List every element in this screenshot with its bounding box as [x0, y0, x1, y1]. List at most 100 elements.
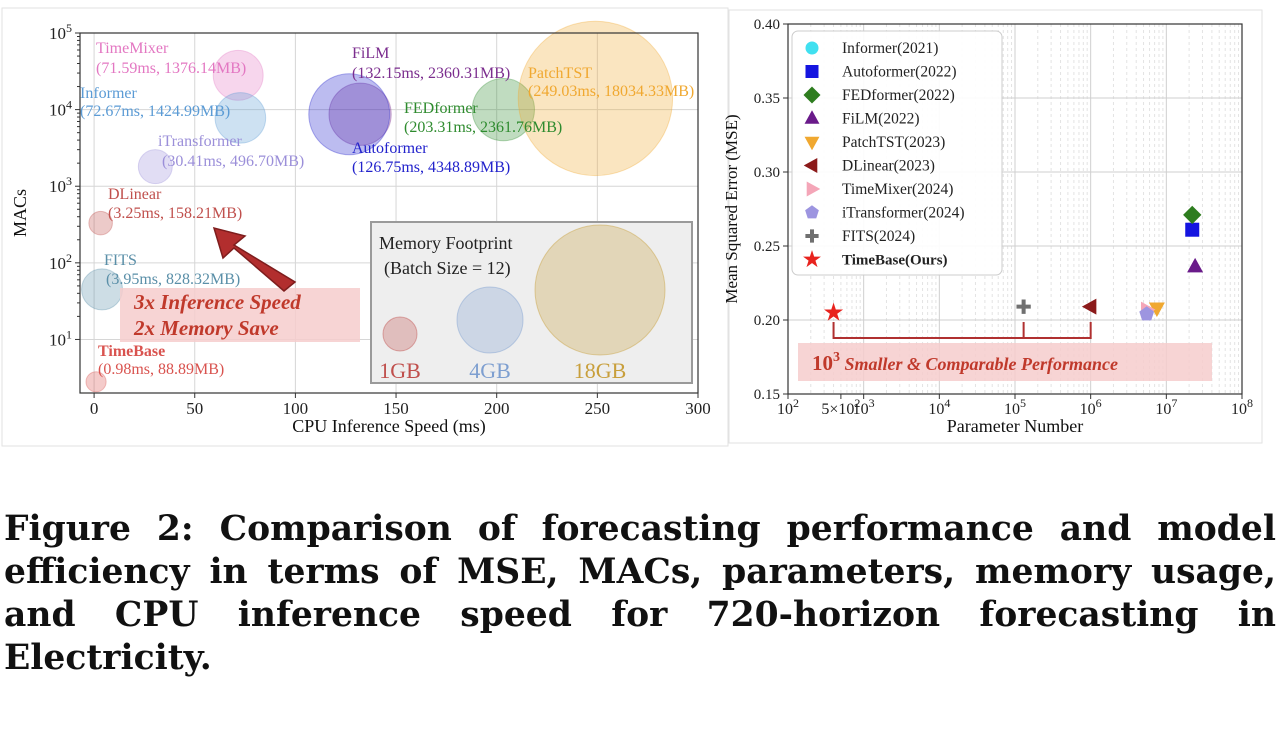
- legend-entry-informer-2021: Informer(2021): [842, 40, 938, 57]
- bubble-informer: [214, 92, 267, 144]
- memory-legend-label-4gb: 4GB: [469, 358, 511, 383]
- bubble-timemixer: [212, 49, 264, 101]
- memory-legend-subtitle: (Batch Size = 12): [384, 258, 511, 279]
- point-timebase-ours: [823, 302, 844, 321]
- bubble-name-itransformer: iTransformer: [158, 133, 243, 150]
- y-axis-label: MACs: [10, 189, 30, 237]
- legend-entry-film-2022: FiLM(2022): [842, 111, 920, 128]
- legend-entry-itransformer-2024: iTransformer(2024): [842, 205, 965, 222]
- memory-legend-circle-4gb: [456, 286, 524, 354]
- x-tick-label: 104: [928, 396, 950, 418]
- legend-marker-patchtst-2023: [804, 136, 820, 151]
- memory-legend-box: [370, 221, 693, 384]
- figure-caption: Figure 2: Comparison of forecasting perf…: [4, 509, 1276, 678]
- x-tick-label: 102: [777, 396, 799, 418]
- legend-marker-itransformer-2024: [805, 205, 819, 219]
- x-tick-label: 150: [383, 399, 409, 418]
- bubble-label-timebase: (0.98ms, 88.89MB): [98, 361, 224, 378]
- bubble-name-fits: FITS: [104, 252, 137, 269]
- bubble-chart-macs-vs-speed: TimeMixer (71.59ms, 1376.14MB) Informer(72…: [1, 7, 729, 447]
- memory-legend-circle-1gb: [382, 316, 418, 352]
- bubble-label-film: (132.15ms, 2360.31MB): [352, 65, 510, 82]
- bubble-label-fedformer: (203.31ms, 2361.76MB): [404, 119, 562, 136]
- y-tick-label: 0.15: [754, 387, 780, 403]
- y-tick-label: 0.35: [754, 91, 780, 107]
- y-tick-label: 0.40: [754, 17, 780, 33]
- x-tick-label: 100: [283, 399, 309, 418]
- bubble-name-fedformer: FEDformer: [404, 100, 478, 117]
- x-tick-label: 105: [1004, 396, 1026, 418]
- y-axis-label: Mean Squared Error (MSE): [722, 114, 741, 303]
- annotation-text: 103 Smaller & Comparable Performance: [812, 350, 1118, 375]
- legend-entry-autoformer-2022: Autoformer(2022): [842, 64, 957, 81]
- memory-legend-label-18gb: 18GB: [574, 358, 627, 383]
- point-fits-2024: [1016, 299, 1031, 314]
- y-tick-label: 0.20: [754, 313, 780, 329]
- bubble-dlinear: [88, 210, 113, 236]
- annotation-bracket: [832, 322, 1092, 339]
- x-tick-label: 5×102: [821, 396, 860, 418]
- bubble-itransformer: [137, 149, 173, 185]
- bubble-name-dlinear: DLinear: [108, 186, 162, 203]
- bubble-name-film: FiLM: [352, 45, 389, 62]
- y-tick-label: 104: [49, 98, 72, 120]
- legend-entry-timebase-ours: TimeBase(Ours): [842, 253, 948, 269]
- bubble-film: [328, 82, 392, 146]
- x-tick-label: 50: [186, 399, 203, 418]
- bubble-label-timemixer: (71.59ms, 1376.14MB): [96, 60, 246, 77]
- bubble-label-fits: (3.95ms, 828.32MB): [106, 271, 240, 288]
- y-tick-label: 101: [49, 327, 72, 349]
- bubble-timebase: [85, 371, 107, 393]
- x-tick-label: 300: [685, 399, 711, 418]
- x-tick-label: 108: [1231, 396, 1253, 418]
- legend-entry-dlinear-2023: DLinear(2023): [842, 158, 935, 175]
- x-axis-label: CPU Inference Speed (ms): [292, 416, 485, 437]
- bubble-label-dlinear: (3.25ms, 158.21MB): [108, 205, 242, 222]
- legend-marker-informer-2021: [805, 41, 819, 55]
- figure-panels: TimeMixer (71.59ms, 1376.14MB) Informer (72…: [1, 7, 1263, 447]
- bubble-label-itransformer: (30.41ms, 496.70MB): [162, 153, 304, 170]
- bubble-label-autoformer: (126.75ms, 4348.89MB): [352, 159, 510, 176]
- legend-entry-fits-2024: FITS(2024): [842, 228, 915, 245]
- legend-marker-dlinear-2023: [803, 158, 818, 173]
- annotation-highlight: [798, 343, 1212, 381]
- x-axis-label: Parameter Number: [947, 416, 1083, 436]
- legend-marker-fits-2024: [805, 229, 819, 243]
- bubble-name-patchtst: PatchTST: [528, 65, 592, 82]
- memory-legend-circle-18gb: [534, 224, 666, 356]
- bubble-label-informer: (72.67ms, 1424.99MB): [80, 103, 230, 120]
- y-tick-label: 105: [49, 21, 72, 43]
- legend-entry-patchtst-2023: PatchTST(2023): [842, 134, 945, 151]
- legend-marker-autoformer-2022: [805, 65, 819, 78]
- point-autoformer-2022: [1185, 222, 1200, 237]
- legend-marker-timebase-ours: [803, 250, 821, 268]
- bubble-name-timemixer: TimeMixer: [96, 40, 169, 57]
- y-tick-label: 103: [49, 174, 72, 196]
- axes-frame: [79, 32, 699, 394]
- point-film-2022: [1187, 257, 1204, 273]
- bubble-name-informer: Informer: [80, 85, 138, 102]
- bubble-patchtst: [517, 20, 674, 177]
- bubble-fedformer: [471, 77, 535, 142]
- y-tick-label: 0.25: [754, 239, 780, 255]
- annotation-highlight: [120, 288, 360, 342]
- point-dlinear-2023: [1081, 298, 1097, 315]
- legend-box: [791, 30, 1003, 276]
- x-tick-label: 0: [90, 399, 99, 418]
- x-tick-label: 106: [1080, 396, 1102, 418]
- annotation-arrow: [212, 226, 297, 292]
- point-itransformer-2024: [1139, 306, 1155, 321]
- y-tick-label: 102: [49, 251, 72, 273]
- legend-entry-timemixer-2024: TimeMixer(2024): [842, 181, 953, 198]
- x-tick-label: 200: [484, 399, 510, 418]
- memory-legend-label-1gb: 1GB: [379, 358, 421, 383]
- legend-entry-fedformer-2022: FEDformer(2022): [842, 87, 955, 104]
- y-tick-label: 0.30: [754, 165, 780, 181]
- memory-legend-title: Memory Footprint: [379, 233, 513, 253]
- point-fedformer-2022: [1183, 205, 1202, 225]
- bubble-name-timebase: TimeBase: [98, 343, 165, 360]
- legend-marker-fedformer-2022: [803, 86, 821, 104]
- bubble-autoformer: [308, 73, 391, 156]
- annotation-speed: 3x Inference Speed: [133, 290, 301, 314]
- legend-marker-film-2022: [804, 110, 820, 124]
